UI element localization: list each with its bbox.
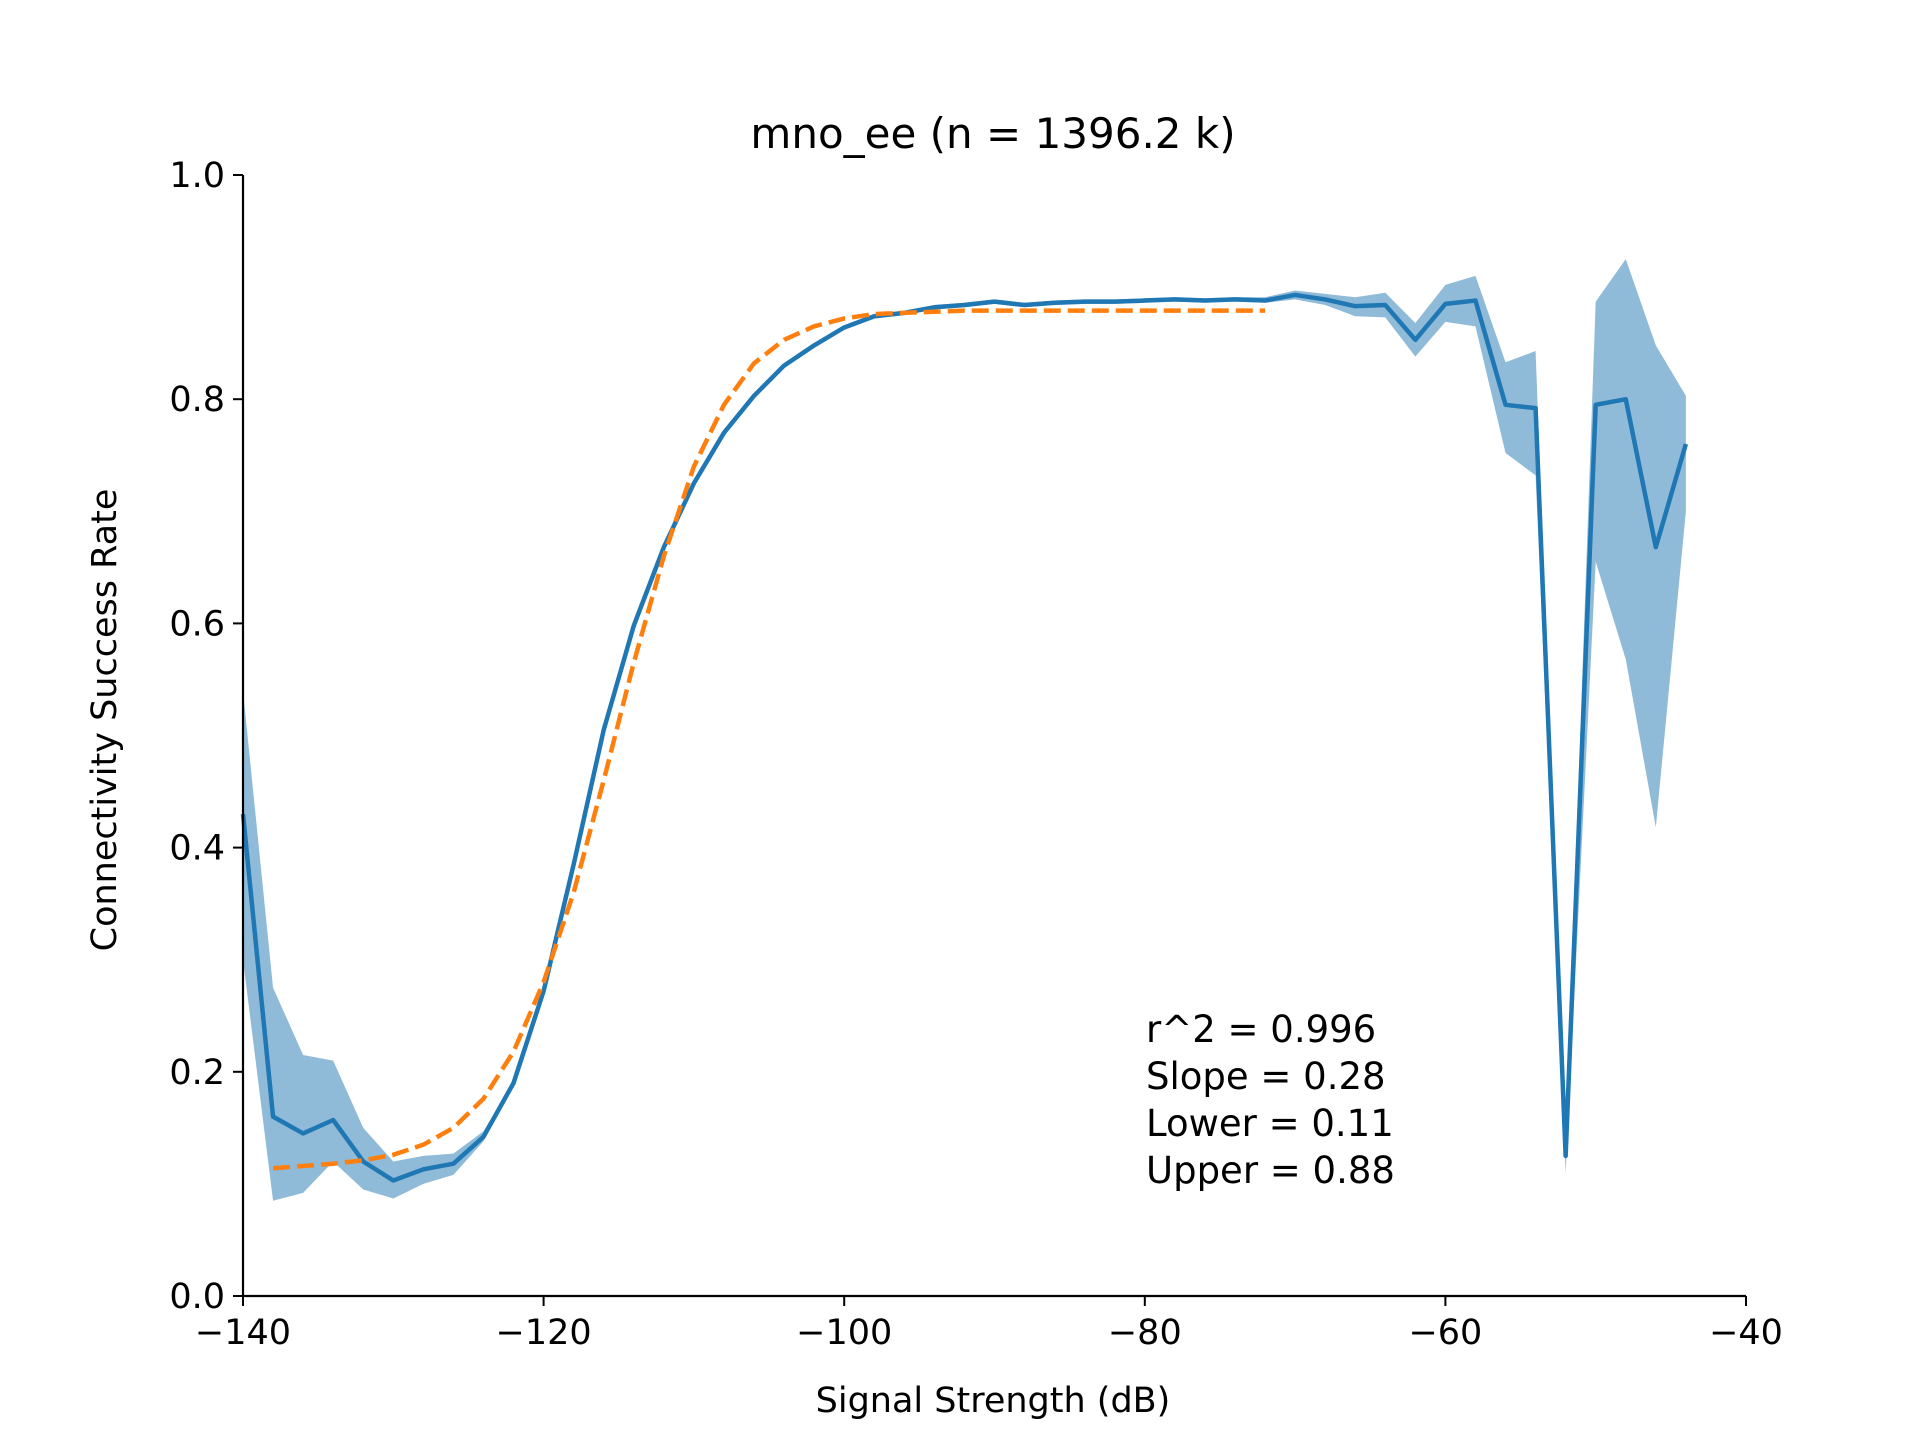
x-tick-label: −40	[1709, 1313, 1783, 1353]
annotation-lower: Lower = 0.11	[1146, 1102, 1394, 1145]
fitted-curve-line	[272, 308, 1266, 1171]
y-tick-label: 0.8	[169, 380, 225, 420]
y-axis-ticks: 0.0 0.2 0.4 0.6 0.8 1.0	[169, 156, 243, 1317]
x-tick-label: −140	[195, 1313, 291, 1353]
x-tick-label: −120	[496, 1313, 592, 1353]
y-tick-label: 0.2	[169, 1053, 225, 1093]
annotation-slope: Slope = 0.28	[1146, 1055, 1386, 1098]
x-tick-label: −60	[1408, 1313, 1482, 1353]
x-axis-ticks: −140 −120 −100 −80 −60 −40	[195, 1296, 1783, 1353]
y-axis-label: Connectivity Success Rate	[85, 489, 125, 952]
observed-success-rate-line	[240, 292, 1689, 1183]
fit-annotations: r^2 = 0.996 Slope = 0.28 Lower = 0.11 Up…	[1146, 1008, 1395, 1192]
x-axis-label: Signal Strength (dB)	[816, 1381, 1171, 1421]
y-tick-label: 0.0	[169, 1277, 225, 1317]
y-tick-label: 0.6	[169, 604, 225, 644]
x-tick-label: −80	[1108, 1313, 1182, 1353]
y-tick-label: 0.4	[169, 829, 225, 869]
annotation-r2: r^2 = 0.996	[1146, 1008, 1376, 1051]
confidence-band	[243, 259, 1686, 1201]
chart-title: mno_ee (n = 1396.2 k)	[750, 109, 1235, 158]
axes	[241, 175, 1746, 1298]
x-tick-label: −100	[796, 1313, 892, 1353]
y-tick-label: 1.0	[169, 156, 225, 196]
annotation-upper: Upper = 0.88	[1146, 1149, 1395, 1192]
plot-area	[240, 259, 1689, 1201]
